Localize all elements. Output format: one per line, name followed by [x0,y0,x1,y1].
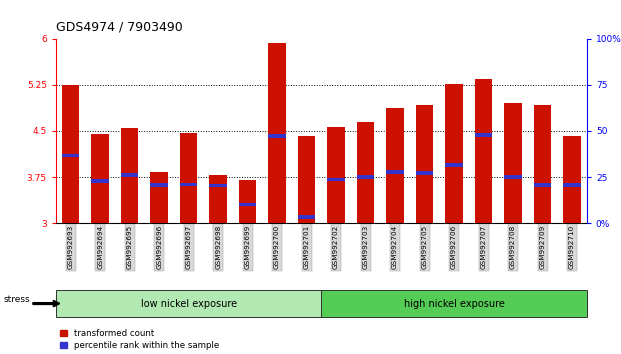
Bar [563,183,581,187]
Bar [327,178,345,181]
Bar [120,128,138,223]
Bar [474,133,492,137]
Bar [504,103,522,223]
Text: stress: stress [3,295,30,304]
Bar [209,175,227,223]
Bar [298,136,315,223]
Bar [298,215,315,219]
Bar [209,184,227,187]
Text: low nickel exposure: low nickel exposure [140,298,237,309]
Bar [91,134,109,223]
Bar [504,175,522,179]
Bar [356,122,374,223]
Bar [180,133,197,223]
Bar [533,104,551,223]
Bar [268,43,286,223]
Bar [474,79,492,223]
Bar [327,127,345,223]
Bar [62,154,79,158]
Text: GDS4974 / 7903490: GDS4974 / 7903490 [56,21,183,34]
Legend: transformed count, percentile rank within the sample: transformed count, percentile rank withi… [60,329,219,350]
Bar [150,172,168,223]
Bar [238,203,256,206]
Bar [415,171,433,175]
Bar [533,183,551,187]
Bar [386,108,404,223]
Bar [120,173,138,177]
Bar [356,175,374,179]
Bar [386,170,404,174]
Bar [238,180,256,223]
Bar [91,179,109,183]
Bar [445,84,463,223]
Bar [150,183,168,187]
Bar [180,183,197,186]
Bar [563,136,581,223]
Bar [62,85,79,223]
Bar [445,163,463,167]
Bar [415,105,433,223]
Text: high nickel exposure: high nickel exposure [404,298,504,309]
Bar [268,134,286,138]
